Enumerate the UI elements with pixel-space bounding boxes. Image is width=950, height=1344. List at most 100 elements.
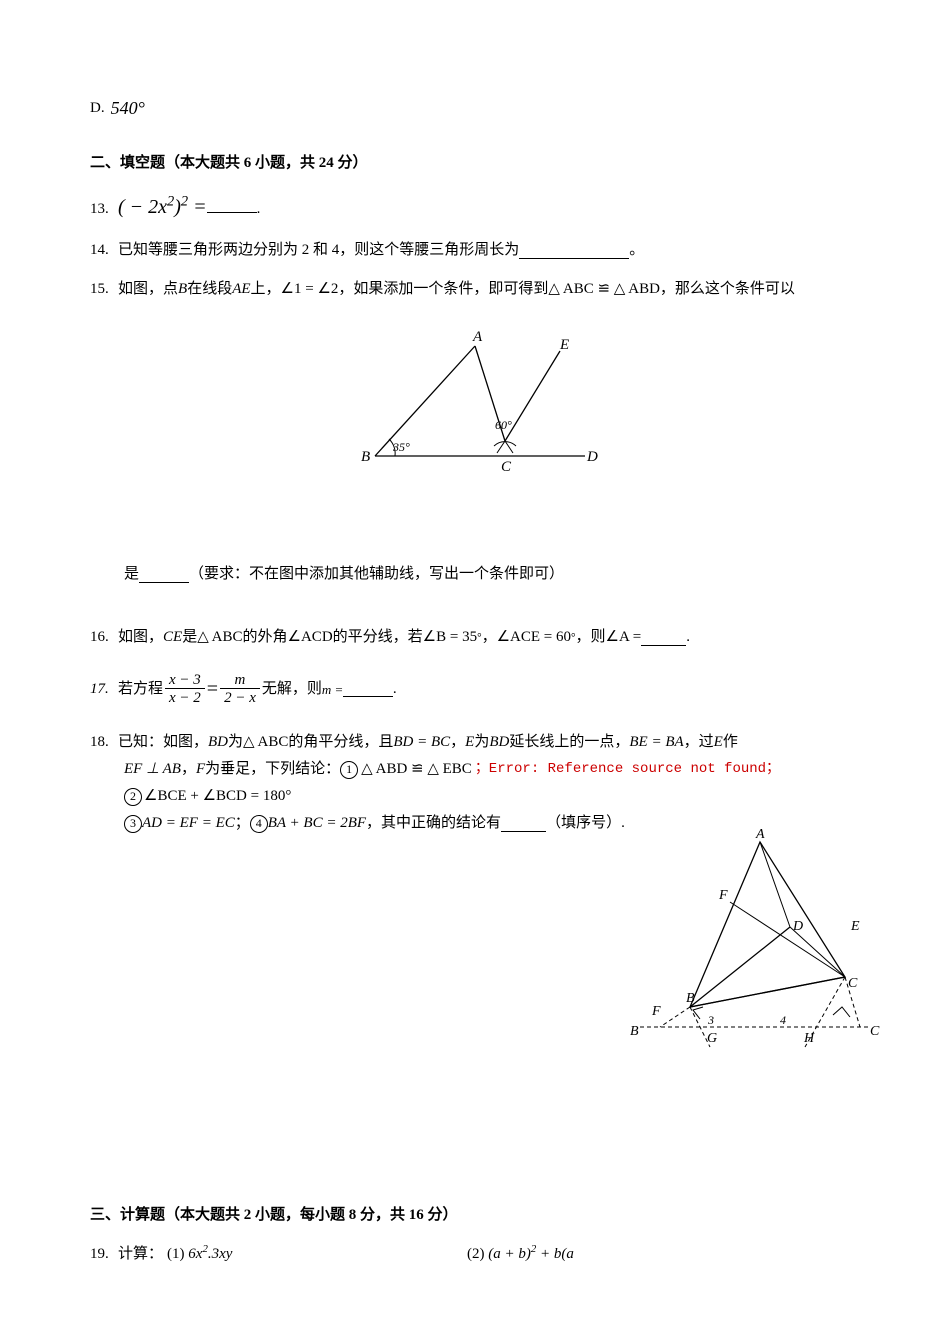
q18-error-text: ；Error: Reference source not found； <box>475 757 780 782</box>
q16-angA: ∠A = <box>606 624 642 651</box>
q13-blank[interactable] <box>207 197 257 213</box>
q17-number: 17. <box>90 676 118 703</box>
q18-E: E <box>465 729 474 756</box>
q18-circ1: 1 <box>340 761 358 779</box>
q15-text-b: 在线段 <box>187 276 232 303</box>
q17-period: . <box>393 676 397 703</box>
q16-text-e: ，则 <box>576 624 606 651</box>
fig-A: A <box>755 827 765 842</box>
q13-number: 13. <box>90 196 118 223</box>
q18-circ4: 4 <box>250 815 268 833</box>
fig-3: 3 <box>707 1013 714 1027</box>
q18-text-i: ，其中正确的结论有 <box>366 810 501 837</box>
question-16: 16. 如图， CE 是 △ ABC 的外角 ∠ACD 的平分线，若 ∠B = … <box>90 624 880 651</box>
q18-circ3: 3 <box>124 815 142 833</box>
question-14: 14. 已知等腰三角形两边分别为 2 和 4，则这个等腰三角形周长为 。 <box>90 237 880 264</box>
q13-equals: = <box>188 196 207 218</box>
q18-F: F <box>196 756 205 783</box>
q18-efab: EF ⊥ AB <box>124 756 181 783</box>
fig-label-E: E <box>559 337 569 353</box>
q16-text-b: 是 <box>182 624 197 651</box>
q18-comma: ， <box>450 729 465 756</box>
q19-p2-label: (2) <box>467 1246 485 1262</box>
q18-BD: BD <box>208 729 228 756</box>
fig-4: 4 <box>780 1013 786 1027</box>
fig-angle-35: 35° <box>392 440 410 454</box>
q18-conc1: △ ABD ≌ △ EBC <box>361 756 472 783</box>
q18-BD2: BD <box>489 729 509 756</box>
q18-text-c: 的角平分线，且 <box>288 729 393 756</box>
q19-part2: (2) (a + b)2 + b(a <box>467 1241 574 1268</box>
q17-frac2: m 2 − x <box>220 672 260 708</box>
q18-text-b: 为 <box>228 729 243 756</box>
q18-text-h: 为垂足，下列结论： <box>205 756 340 783</box>
fig-Bp: B <box>630 1024 639 1039</box>
q14-blank[interactable] <box>519 243 629 259</box>
q16-text-a: 如图， <box>118 624 163 651</box>
q18-blank[interactable] <box>501 816 546 832</box>
q16-number: 16. <box>90 624 118 651</box>
q17-frac1-num: x − 3 <box>165 672 205 690</box>
q15-B: B <box>178 276 187 303</box>
q16-CE: CE <box>163 624 182 651</box>
q15-blank[interactable] <box>139 567 189 583</box>
q15-number: 15. <box>90 276 118 303</box>
q18-be-ba: BE = BA <box>629 729 683 756</box>
q19-p2-b: + b(a <box>536 1246 574 1262</box>
q18-conc2: ∠BCE + ∠BCD = 180° <box>144 783 291 810</box>
q19-number: 19. <box>90 1241 118 1268</box>
q15-text-e: ，那么这个条件可以 <box>660 276 795 303</box>
option-label: D. <box>90 95 105 122</box>
q19-part1: (1) 6x2.3xy <box>167 1241 467 1268</box>
section-2-title: 二、填空题（本大题共 6 小题，共 24 分） <box>90 150 880 177</box>
q18-tri: △ ABC <box>243 729 288 756</box>
q15-text-g: （要求：不在图中添加其他辅助线，写出一个条件即可） <box>189 561 564 588</box>
q15-text-a: 如图，点 <box>118 276 178 303</box>
question-17: 17. 若方程 x − 3 x − 2 = m 2 − x 无解，则 m = . <box>90 671 880 707</box>
q18-figure: A F E D B C F B C G H 3 4 <box>630 827 880 1072</box>
q17-frac2-num: m <box>220 672 260 690</box>
section-3-title: 三、计算题（本大题共 2 小题，每小题 8 分，共 16 分） <box>90 1202 880 1229</box>
q15-svg: A E B C D 35° 60° <box>355 321 615 481</box>
q19-p1-a: 6x <box>188 1246 202 1262</box>
q16-angACE: ∠ACE = 60 <box>497 624 571 651</box>
q18-circ2: 2 <box>124 788 142 806</box>
q18-conc3: AD = EF = EC <box>142 810 235 837</box>
fig-label-C: C <box>501 459 512 475</box>
q16-blank[interactable] <box>641 630 686 646</box>
q17-blank[interactable] <box>343 681 393 697</box>
q15-cong: △ ABC ≌ △ ABD <box>548 276 660 303</box>
q12-option-d: D. 540° <box>90 92 880 124</box>
q18-semi: ； <box>235 810 250 837</box>
fig-D: D <box>792 919 803 934</box>
q18-text-g: 作 <box>723 729 738 756</box>
question-18: 18. 已知：如图， BD 为 △ ABC 的角平分线，且 BD = BC ， … <box>90 729 880 1072</box>
q16-sep: ， <box>482 624 497 651</box>
q17-frac1-den: x − 2 <box>165 689 205 707</box>
q18-number: 18. <box>90 729 118 756</box>
q17-m-eq: m = <box>322 678 343 701</box>
fig-Fp: F <box>651 1004 661 1019</box>
fig-B: B <box>686 991 695 1006</box>
q15-angle-eq: ∠1 = ∠2 <box>281 276 339 303</box>
fig-angle-60: 60° <box>495 418 512 432</box>
q13-lhs: ( − 2x <box>118 196 167 218</box>
q16-angB: ∠B = 35 <box>423 624 477 651</box>
fig-label-B: B <box>361 449 370 465</box>
q18-bd-bc: BD = BC <box>393 729 450 756</box>
fig-label-D: D <box>586 449 598 465</box>
q14-period: 。 <box>629 237 644 264</box>
q18-conc4: BA + BC = 2BF <box>268 810 366 837</box>
fig-H: H <box>803 1031 815 1046</box>
q19-p1-label: (1) <box>167 1246 185 1262</box>
q16-angACD: ∠ACD <box>288 624 333 651</box>
q17-frac1: x − 3 x − 2 <box>165 672 205 708</box>
q17-text-b: 无解，则 <box>262 676 322 703</box>
q19-p2-a: (a + b) <box>488 1246 531 1262</box>
q16-text-c: 的外角 <box>243 624 288 651</box>
q17-text-a: 若方程 <box>118 676 163 703</box>
question-15: 15. 如图，点 B 在线段 AE 上， ∠1 = ∠2 ，如果添加一个条件，即… <box>90 276 880 588</box>
q17-frac2-den: 2 − x <box>220 689 260 707</box>
fig-F: F <box>718 888 728 903</box>
fig-Cp: C <box>870 1024 880 1039</box>
